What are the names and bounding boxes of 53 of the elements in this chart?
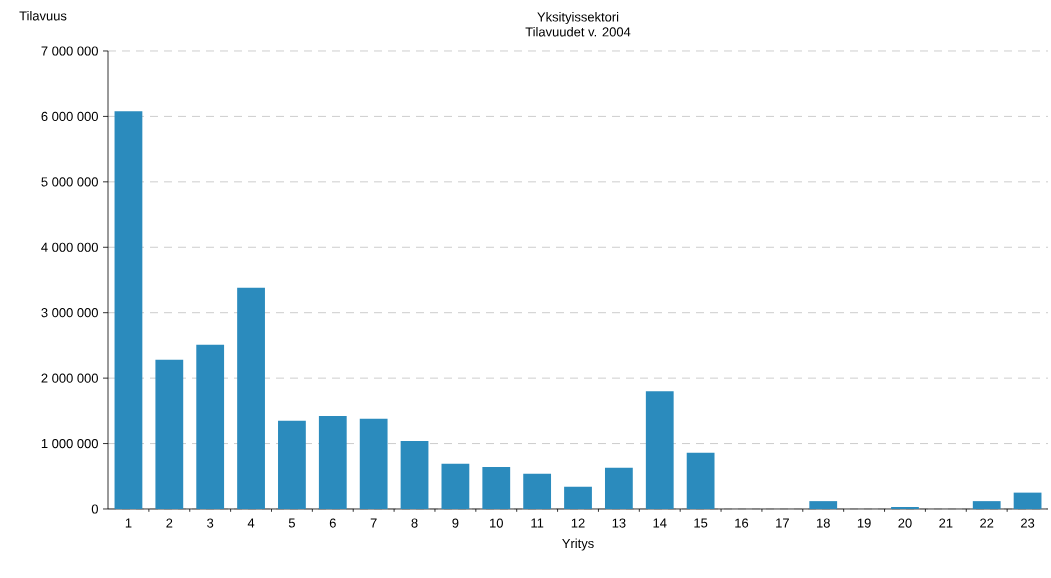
bar bbox=[1013, 492, 1042, 509]
bar bbox=[604, 467, 633, 509]
y-tick-label: 3 000 000 bbox=[41, 308, 98, 318]
bar bbox=[809, 501, 838, 509]
x-tick-label: 13 bbox=[612, 518, 626, 528]
x-tick-label: 17 bbox=[776, 518, 789, 528]
x-tick-label: 19 bbox=[857, 518, 871, 528]
bar bbox=[196, 344, 225, 509]
bar bbox=[972, 501, 1001, 509]
bar bbox=[482, 467, 511, 509]
x-tick-label: 23 bbox=[1021, 518, 1035, 528]
bar bbox=[278, 420, 306, 509]
x-tick-label: 5 bbox=[288, 518, 295, 528]
x-tick-label: 11 bbox=[531, 518, 544, 528]
bar bbox=[645, 391, 674, 509]
bar bbox=[441, 463, 470, 509]
y-axis-title: Tilavuus bbox=[19, 10, 67, 21]
bar bbox=[237, 287, 265, 509]
x-tick-label: 16 bbox=[735, 518, 749, 528]
x-tick-label: 10 bbox=[490, 518, 503, 528]
chart-subtitle: Tilavuudet v. 2004 bbox=[525, 26, 631, 37]
x-tick-label: 12 bbox=[571, 518, 585, 528]
y-tick-label: 2 000 000 bbox=[41, 373, 98, 383]
x-tick-label: 15 bbox=[694, 518, 708, 528]
bar bbox=[359, 418, 388, 509]
x-tick-label: 1 bbox=[125, 518, 132, 528]
x-tick-label: 4 bbox=[247, 518, 255, 528]
x-tick-label: 20 bbox=[898, 518, 912, 528]
y-tick-label: 0 bbox=[91, 504, 98, 514]
bar bbox=[564, 486, 592, 509]
x-tick-label: 14 bbox=[653, 518, 667, 528]
x-tick-label: 7 bbox=[370, 518, 377, 528]
x-tick-label: 3 bbox=[207, 518, 214, 528]
x-tick-label: 18 bbox=[817, 518, 830, 528]
bar bbox=[318, 416, 347, 509]
x-tick-label: 2 bbox=[166, 518, 173, 528]
y-tick-label: 6 000 000 bbox=[41, 111, 98, 121]
x-tick-label: 21 bbox=[939, 518, 953, 528]
x-axis-title: Yritys bbox=[562, 538, 594, 551]
bar bbox=[400, 440, 429, 509]
y-tick-label: 5 000 000 bbox=[41, 177, 98, 187]
chart-title: Yksityissektori bbox=[537, 12, 619, 25]
x-tick-label: 22 bbox=[980, 518, 994, 528]
bar bbox=[523, 473, 552, 509]
bar bbox=[155, 359, 184, 509]
x-tick-label: 6 bbox=[329, 518, 336, 528]
y-tick-label: 4 000 000 bbox=[41, 242, 98, 252]
x-tick-label: 9 bbox=[452, 518, 459, 528]
bar bbox=[686, 452, 715, 509]
y-tick-label: 7 000 000 bbox=[41, 46, 98, 56]
y-tick-label: 1 000 000 bbox=[41, 438, 98, 449]
x-tick-label: 8 bbox=[411, 518, 418, 528]
bar bbox=[114, 111, 143, 509]
